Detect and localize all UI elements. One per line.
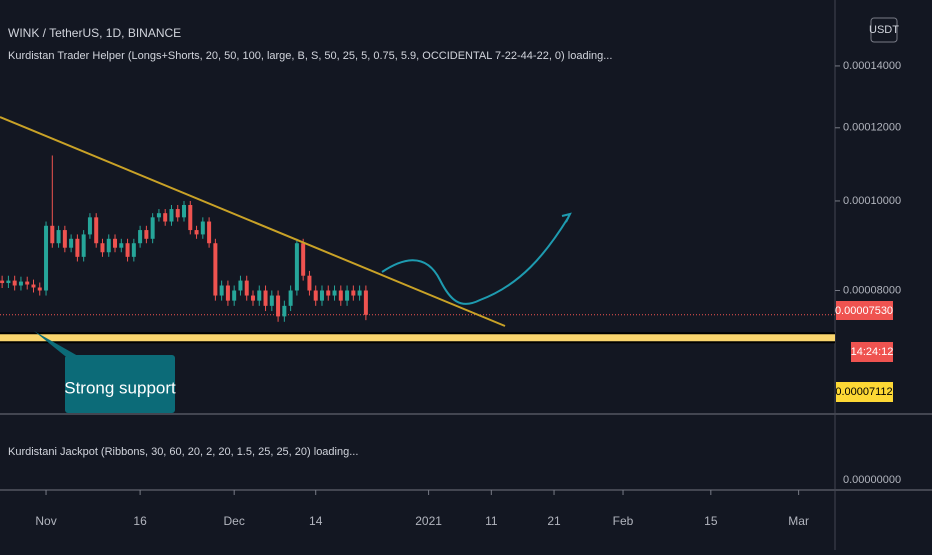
candle-body (232, 290, 237, 301)
x-tick-label: 15 (704, 514, 718, 528)
candle-body (94, 217, 99, 244)
candle-body (119, 243, 124, 248)
support-label: 0.00007112 (835, 386, 892, 398)
countdown-box (851, 342, 893, 362)
y-tick-label: 0.00008000 (843, 284, 901, 296)
currency-button[interactable] (870, 17, 898, 43)
x-tick-label: 11 (485, 514, 498, 528)
candle-body (288, 290, 293, 306)
candle-body (81, 234, 86, 257)
candle-body (62, 230, 67, 248)
candle-body (144, 230, 149, 239)
projection-curve (381, 217, 569, 305)
candle-body (263, 290, 268, 306)
candle-body (238, 280, 243, 291)
candle-body (44, 225, 49, 291)
support-box (836, 382, 893, 402)
candle-body (0, 280, 5, 284)
lower-indicator-title: Kurdistani Jackpot (Ribbons, 30, 60, 20,… (8, 446, 358, 458)
candle-body (244, 280, 249, 296)
x-tick-label: 14 (309, 514, 323, 528)
candle-body (25, 281, 30, 285)
candle-body (31, 284, 36, 288)
candle-body (113, 238, 118, 248)
candle-body (307, 275, 312, 291)
candle-body (182, 204, 187, 218)
x-tick-label: Dec (224, 514, 245, 528)
y-tick-label: 0.00010000 (843, 195, 901, 207)
callout-tail (34, 331, 78, 356)
candle-body (225, 285, 230, 301)
candle-body (219, 285, 224, 296)
callout-text: Strong support (64, 378, 176, 397)
trend-line (0, 116, 506, 327)
candle-body (250, 295, 255, 301)
callout-box (65, 355, 175, 413)
last-price-label: 0.00007530 (835, 305, 893, 317)
candle-body (6, 280, 11, 284)
candle-body (18, 281, 23, 286)
candle-body (50, 225, 55, 244)
candle-body (338, 290, 343, 301)
candle-body (213, 243, 218, 296)
candle-body (276, 295, 281, 317)
candle-body (326, 290, 331, 296)
candle-body (207, 221, 212, 244)
currency-button-label[interactable]: USDT (869, 24, 899, 36)
candle-body (257, 290, 262, 301)
y-tick-label: 0.00012000 (843, 122, 901, 134)
candle-body (169, 209, 174, 222)
lower-axis-label: 0.00000000 (843, 474, 901, 486)
candle-body (163, 213, 168, 222)
candle-body (351, 290, 356, 296)
candle-body (12, 280, 17, 286)
candle-body (131, 243, 136, 257)
projection-arrowhead (561, 212, 572, 223)
x-tick-label: 2021 (415, 514, 442, 528)
indicator-title: Kurdistan Trader Helper (Longs+Shorts, 2… (8, 50, 612, 62)
candle-body (106, 238, 111, 253)
candle-body (188, 204, 193, 231)
candle-body (269, 295, 274, 306)
candle-body (357, 290, 362, 296)
candle-body (363, 290, 368, 315)
candle-body (150, 217, 155, 239)
x-tick-label: Feb (613, 514, 634, 528)
candle-body (175, 209, 180, 218)
x-tick-label: Nov (35, 514, 56, 528)
candle-body (138, 230, 143, 244)
candle-body (69, 238, 74, 248)
x-tick-label: Mar (788, 514, 809, 528)
candle-body (332, 290, 337, 296)
x-tick-label: 16 (133, 514, 147, 528)
candle-body (294, 243, 299, 291)
candle-body (156, 213, 161, 218)
last-price-box (836, 301, 893, 320)
candle-body (37, 287, 42, 291)
candle-body (194, 230, 199, 235)
candle-body (200, 221, 205, 235)
candle-body (125, 243, 130, 257)
symbol-title: WINK / TetherUS, 1D, BINANCE (8, 26, 181, 40)
y-tick-label: 0.00014000 (843, 60, 901, 72)
candle-body (301, 243, 306, 276)
candle-body (100, 243, 105, 253)
candle-body (56, 230, 61, 244)
candle-body (313, 290, 318, 301)
x-tick-label: 21 (547, 514, 561, 528)
candle-body (87, 217, 92, 235)
countdown-label: 14:24:12 (851, 346, 894, 358)
candle-body (282, 305, 287, 317)
candle-body (345, 290, 350, 301)
candle-body (75, 238, 80, 257)
candle-body (319, 290, 324, 301)
